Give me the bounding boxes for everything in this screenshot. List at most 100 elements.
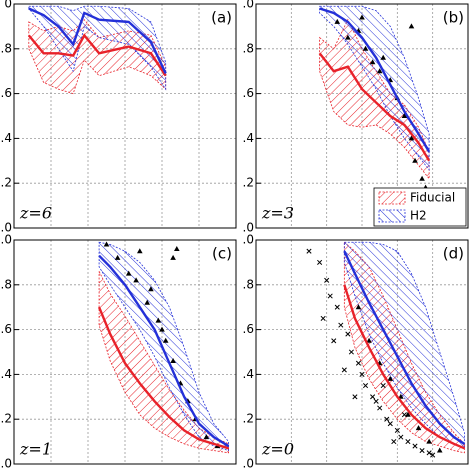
point [415, 425, 422, 431]
point [394, 427, 400, 433]
band [28, 5, 167, 91]
y-tick-label: .0 [243, 457, 254, 471]
y-tick-label: .6 [1, 322, 12, 336]
point [380, 383, 386, 389]
annotation: z=3 [261, 204, 294, 223]
point [380, 54, 386, 60]
y-tick-label: .0 [243, 221, 254, 235]
annotation: z=1 [19, 440, 52, 459]
panel-label: (d) [443, 245, 464, 263]
point [370, 394, 376, 400]
point [384, 416, 390, 422]
point [320, 315, 326, 321]
point [170, 357, 176, 363]
point [359, 14, 365, 20]
y-tick-label: .2 [1, 412, 12, 426]
line [343, 284, 465, 450]
band [319, 5, 430, 171]
point [369, 59, 376, 65]
panel: .0 .2 .4 .6 .8 .0 (c) z=1 [1, 233, 237, 471]
y-tick-label: .0 [1, 233, 12, 247]
y-tick-label: .8 [1, 277, 12, 291]
point [419, 448, 425, 454]
point [401, 113, 408, 118]
point [355, 304, 362, 310]
point [114, 254, 121, 260]
legend-swatch [378, 191, 406, 205]
point [436, 447, 443, 453]
panel-label: (b) [443, 9, 464, 27]
point [331, 338, 337, 344]
frame [255, 239, 469, 465]
point [376, 68, 383, 74]
point [387, 375, 394, 381]
line [98, 254, 230, 448]
line [319, 7, 431, 153]
panel-label: (a) [211, 9, 232, 27]
y-tick-label: .0 [243, 0, 254, 11]
point [144, 299, 150, 305]
point [398, 393, 404, 399]
line [27, 33, 167, 77]
point [137, 248, 143, 254]
point [174, 245, 180, 251]
panel: .0 .2 .4 .6 .8 .0 (d) z=0 [243, 233, 469, 471]
point [133, 277, 139, 283]
y-tick-label: .6 [243, 322, 254, 336]
point [405, 439, 411, 445]
point [348, 349, 354, 355]
point [162, 337, 169, 343]
band [319, 18, 430, 180]
point [419, 175, 425, 181]
line [97, 306, 229, 450]
point [362, 383, 369, 389]
point [430, 452, 436, 458]
annotation: z=6 [19, 204, 52, 223]
point [377, 405, 383, 411]
point [426, 438, 432, 444]
point [345, 331, 351, 337]
frame [255, 3, 469, 229]
frame [13, 239, 237, 465]
point [334, 304, 340, 310]
point [362, 45, 369, 51]
y-tick-label: .8 [1, 41, 12, 55]
annotation: z=0 [261, 440, 294, 459]
line [28, 7, 167, 74]
point [125, 270, 132, 276]
band [343, 241, 465, 449]
line [343, 250, 466, 445]
point [412, 443, 418, 449]
y-tick-label: .6 [243, 86, 254, 100]
frame [13, 3, 237, 229]
point [405, 411, 411, 417]
y-tick-label: .4 [1, 367, 12, 381]
point [401, 412, 407, 418]
y-tick-label: .0 [243, 233, 254, 247]
point [366, 337, 372, 343]
legend-label: Fiducial [410, 191, 455, 205]
y-tick-label: .2 [1, 176, 12, 190]
point [103, 241, 110, 247]
line [318, 52, 431, 162]
point [359, 371, 365, 377]
y-tick-label: 0 [4, 0, 12, 11]
panel-label: (c) [212, 245, 232, 263]
point [408, 23, 415, 29]
point [391, 439, 397, 445]
legend-swatch [378, 209, 406, 223]
point [355, 360, 362, 366]
panel: .0 .2 .4 .6 .8 .0 (b) z=3 Fiducial H2 [243, 0, 469, 235]
point [345, 34, 351, 40]
point [170, 254, 176, 260]
point [398, 434, 404, 440]
point [148, 286, 154, 292]
y-tick-label: .0 [1, 457, 12, 471]
point [412, 157, 418, 163]
y-tick-label: .6 [1, 86, 12, 100]
point [327, 293, 333, 299]
point [203, 434, 210, 440]
point [387, 421, 393, 427]
point [352, 394, 358, 400]
point [408, 135, 415, 141]
